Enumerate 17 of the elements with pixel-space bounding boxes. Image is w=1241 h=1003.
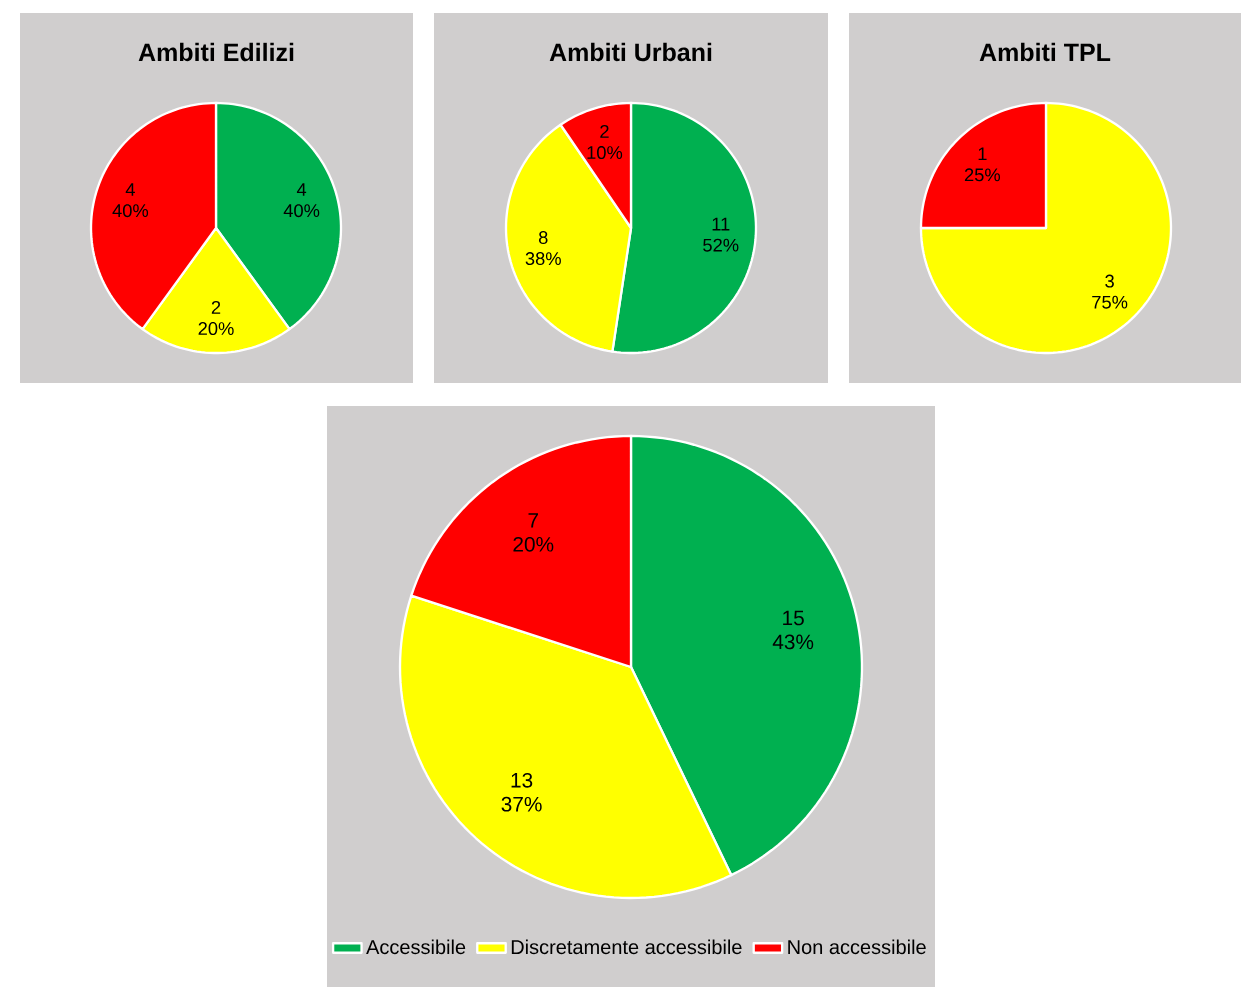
data-label: 11 52% — [703, 217, 739, 252]
data-label: 4 40% — [283, 183, 320, 218]
chart-title: Ambiti TPL — [979, 42, 1111, 62]
data-label: 2 10% — [587, 124, 623, 160]
data-label: 7 20% — [513, 513, 554, 552]
data-label: 3 75% — [1092, 274, 1128, 309]
data-label: 2 20% — [198, 300, 234, 336]
chart-title: Ambiti Edilizi — [138, 42, 294, 62]
data-label: 1 25% — [964, 147, 1001, 182]
data-label: 15 43% — [772, 610, 814, 650]
chart-title: Ambiti Urbani — [549, 42, 712, 62]
legend-label: Accessibile — [366, 939, 466, 955]
data-label: 13 37% — [501, 772, 542, 812]
legend-label: Discretamente accessibile — [511, 939, 742, 955]
data-label: 8 38% — [525, 231, 561, 266]
legend-label: Non accessibile — [788, 939, 926, 955]
data-label: 4 40% — [112, 183, 149, 218]
